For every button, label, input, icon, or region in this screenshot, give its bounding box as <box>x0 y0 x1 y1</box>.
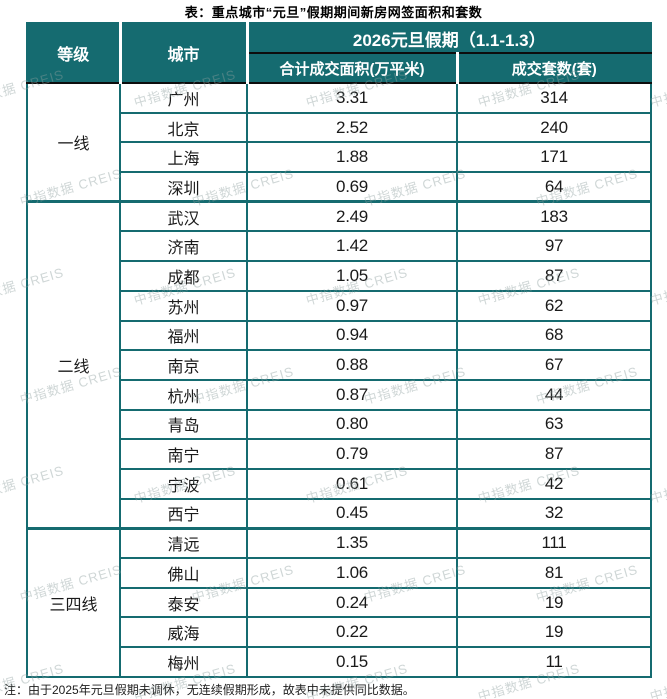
table-row: 西宁 0.45 32 <box>27 497 652 530</box>
table-row: 苏州 0.97 62 <box>27 289 652 322</box>
table-row: 深圳 0.69 64 <box>27 171 652 203</box>
table-row: 南京 0.88 67 <box>27 349 652 381</box>
table-row: 济南 1.42 97 <box>27 230 652 263</box>
area-cell: 0.22 <box>246 616 458 649</box>
units-cell: 64 <box>456 171 652 203</box>
table-header: 等级 城市 2026元旦假期（1.1-1.3） 合计成交面积(万平米) 成交套数… <box>27 23 651 84</box>
city-cell: 广州 <box>119 82 248 114</box>
area-cell: 0.24 <box>246 586 458 619</box>
units-cell: 42 <box>456 467 652 500</box>
city-cell: 上海 <box>119 141 248 174</box>
table-row: 梅州 0.15 11 <box>27 646 652 678</box>
units-cell: 87 <box>456 260 652 292</box>
area-cell: 0.15 <box>246 646 458 678</box>
col-header-area: 合计成交面积(万平米) <box>247 53 459 84</box>
city-cell: 梅州 <box>119 646 248 678</box>
area-cell: 0.45 <box>246 497 458 530</box>
units-cell: 44 <box>456 378 652 411</box>
table-row: 上海 1.88 171 <box>27 141 652 174</box>
units-cell: 67 <box>456 349 652 381</box>
table-row: 佛山 1.06 81 <box>27 557 652 589</box>
city-cell: 杭州 <box>119 378 248 411</box>
city-cell: 成都 <box>119 260 248 292</box>
tier-cell: 三四线 <box>26 526 121 678</box>
area-cell: 3.31 <box>246 82 458 114</box>
area-cell: 0.87 <box>246 378 458 411</box>
area-cell: 1.88 <box>246 141 458 174</box>
units-cell: 240 <box>456 111 652 144</box>
units-cell: 19 <box>456 616 652 649</box>
city-cell: 泰安 <box>119 586 248 619</box>
area-cell: 0.61 <box>246 467 458 500</box>
units-cell: 62 <box>456 289 652 322</box>
city-cell: 福州 <box>119 319 248 352</box>
table-row: 成都 1.05 87 <box>27 260 652 292</box>
area-cell: 1.35 <box>246 526 458 559</box>
city-cell: 济南 <box>119 230 248 263</box>
table-row: 三四线 清远 1.35 111 <box>26 526 652 678</box>
city-cell: 佛山 <box>119 557 248 589</box>
units-cell: 63 <box>456 408 652 441</box>
table-row: 杭州 0.87 44 <box>27 378 652 411</box>
city-cell: 西宁 <box>119 497 248 530</box>
table-row: 二线 武汉 2.49 183 <box>26 200 652 530</box>
area-cell: 0.79 <box>246 438 458 470</box>
area-cell: 0.94 <box>246 319 458 352</box>
area-cell: 2.49 <box>246 200 458 233</box>
city-cell: 威海 <box>119 616 248 649</box>
units-cell: 87 <box>456 438 652 470</box>
area-cell: 0.80 <box>246 408 458 441</box>
units-cell: 171 <box>456 141 652 174</box>
table-title: 表：重点城市“元旦”假期期间新房网签面积和套数 <box>184 5 483 20</box>
units-cell: 11 <box>456 646 652 678</box>
data-table: 等级 城市 2026元旦假期（1.1-1.3） 合计成交面积(万平米) 成交套数… <box>26 22 652 678</box>
units-cell: 314 <box>456 82 652 114</box>
city-cell: 清远 <box>119 526 248 559</box>
col-header-period: 2026元旦假期（1.1-1.3） <box>247 23 651 54</box>
units-cell: 19 <box>456 586 652 619</box>
col-header-units: 成交套数(套) <box>457 53 651 84</box>
table-row: 福州 0.94 68 <box>27 319 652 352</box>
col-header-city: 城市 <box>120 23 249 84</box>
area-cell: 1.06 <box>246 557 458 589</box>
area-cell: 0.97 <box>246 289 458 322</box>
city-cell: 深圳 <box>119 171 248 203</box>
city-cell: 南京 <box>119 349 248 381</box>
table-row: 南宁 0.79 87 <box>27 438 652 470</box>
table-body: 一线 广州 3.31 314 北京 2.52 240 上海 1.88 171 深圳 0.69 64 二线武… <box>26 82 652 678</box>
units-cell: 81 <box>456 557 652 589</box>
area-cell: 1.05 <box>246 260 458 292</box>
area-cell: 0.69 <box>246 171 458 203</box>
footnote: 注：由于2025年元旦假期未调休，无连续假期形成，故表中未提供同比数据。 <box>4 683 415 697</box>
units-cell: 183 <box>456 200 652 233</box>
area-cell: 1.42 <box>246 230 458 263</box>
units-cell: 32 <box>456 497 652 530</box>
table-row: 宁波 0.61 42 <box>27 467 652 500</box>
city-cell: 宁波 <box>119 467 248 500</box>
table-row: 青岛 0.80 63 <box>27 408 652 441</box>
city-cell: 北京 <box>119 111 248 144</box>
units-cell: 97 <box>456 230 652 263</box>
tier-cell: 二线 <box>26 200 121 530</box>
tier-cell: 一线 <box>26 82 121 203</box>
col-header-tier: 等级 <box>27 23 122 84</box>
table-row: 泰安 0.24 19 <box>27 586 652 619</box>
city-cell: 南宁 <box>119 438 248 470</box>
city-cell: 苏州 <box>119 289 248 322</box>
table-row: 一线 广州 3.31 314 <box>26 82 652 203</box>
units-cell: 68 <box>456 319 652 352</box>
table-row: 北京 2.52 240 <box>27 111 652 144</box>
area-cell: 0.88 <box>246 349 458 381</box>
units-cell: 111 <box>456 526 652 559</box>
table-row: 威海 0.22 19 <box>27 616 652 649</box>
city-cell: 武汉 <box>119 200 248 233</box>
city-cell: 青岛 <box>119 408 248 441</box>
area-cell: 2.52 <box>246 111 458 144</box>
